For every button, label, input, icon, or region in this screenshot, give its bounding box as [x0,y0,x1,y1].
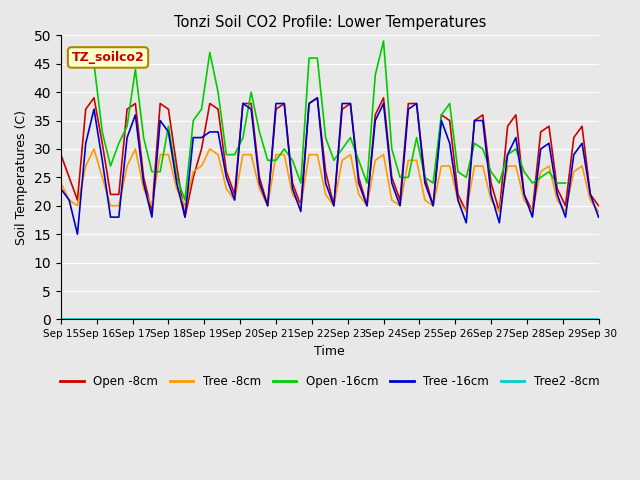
Tree2 -8cm [57,316,65,322]
Tree -16cm [231,197,239,203]
Text: TZ_soilco2: TZ_soilco2 [72,51,145,64]
Open -16cm [479,146,486,152]
Tree -16cm [297,209,305,215]
Tree2 -8cm [554,316,561,322]
Open -16cm [189,118,197,123]
Open -8cm [314,95,321,101]
Title: Tonzi Soil CO2 Profile: Lower Temperatures: Tonzi Soil CO2 Profile: Lower Temperatur… [173,15,486,30]
Line: Open -16cm: Open -16cm [86,41,566,200]
Open -16cm [223,152,230,157]
Open -8cm [239,101,247,107]
Line: Open -8cm: Open -8cm [61,98,598,217]
Tree -8cm [57,180,65,186]
Open -16cm [289,157,296,163]
Tree -8cm [297,203,305,209]
Tree -8cm [198,163,205,169]
Tree -16cm [495,220,503,226]
Tree -8cm [495,209,503,215]
Tree -16cm [314,95,321,101]
X-axis label: Time: Time [314,345,345,358]
Open -8cm [90,95,98,101]
Tree2 -8cm [223,316,230,322]
Open -8cm [495,209,503,215]
Tree -8cm [90,146,98,152]
Line: Tree -16cm: Tree -16cm [61,98,598,234]
Open -16cm [140,135,147,141]
Tree -16cm [595,214,602,220]
Tree2 -8cm [595,316,602,322]
Tree -16cm [57,186,65,192]
Tree -16cm [107,214,115,220]
Tree -16cm [305,101,313,107]
Tree2 -8cm [189,316,197,322]
Tree2 -8cm [479,316,486,322]
Legend: Open -8cm, Tree -8cm, Open -16cm, Tree -16cm, Tree2 -8cm: Open -8cm, Tree -8cm, Open -16cm, Tree -… [55,371,604,393]
Open -16cm [554,180,561,186]
Tree -8cm [595,209,602,215]
Open -8cm [107,192,115,197]
Tree2 -8cm [140,316,147,322]
Y-axis label: Soil Temperatures (C): Soil Temperatures (C) [15,110,28,245]
Line: Tree -8cm: Tree -8cm [61,149,598,212]
Open -8cm [595,203,602,209]
Open -8cm [57,152,65,157]
Tree -8cm [305,152,313,157]
Open -8cm [181,214,189,220]
Tree -8cm [462,209,470,215]
Tree -8cm [107,203,115,209]
Tree2 -8cm [289,316,296,322]
Tree -8cm [231,197,239,203]
Open -8cm [206,101,214,107]
Open -8cm [305,101,313,107]
Tree -16cm [74,231,81,237]
Tree -16cm [198,135,205,141]
